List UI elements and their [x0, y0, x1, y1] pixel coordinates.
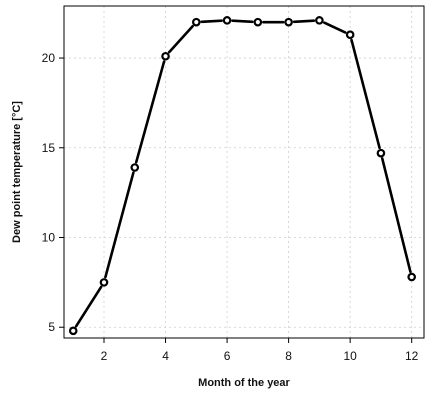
x-tick-label: 8	[285, 349, 292, 363]
series-line-segment	[104, 171, 135, 279]
series-line-segment	[74, 285, 103, 328]
grid-lines	[64, 6, 424, 338]
x-tick-label: 12	[405, 349, 419, 363]
x-axis: 2 4 6 8 10 12	[101, 338, 419, 363]
series-line-segment	[167, 24, 194, 54]
y-tick-label: 20	[42, 51, 56, 65]
y-axis-title: Dew point temperature [°C]	[11, 101, 23, 243]
data-point	[161, 51, 170, 61]
series-line-segment	[350, 38, 381, 150]
y-tick-label: 10	[42, 231, 56, 245]
y-axis: 5 10 15 20	[42, 51, 64, 334]
y-tick-label: 5	[48, 320, 55, 334]
data-point	[315, 16, 324, 25]
data-point	[407, 272, 416, 282]
series-layer	[68, 16, 416, 336]
data-point	[345, 30, 355, 40]
x-tick-label: 4	[162, 349, 169, 363]
data-point	[284, 17, 293, 27]
series-line-segment	[380, 157, 412, 273]
data-point	[253, 17, 263, 27]
series-line-segment	[292, 19, 316, 24]
data-point	[68, 326, 78, 336]
data-point	[99, 278, 109, 287]
x-tick-label: 10	[343, 349, 357, 363]
x-axis-title: Month of the year	[198, 377, 290, 389]
data-point	[130, 163, 140, 172]
series-line-segment	[200, 19, 223, 24]
series-line-segment	[323, 21, 347, 34]
data-point	[192, 17, 201, 27]
data-point	[222, 16, 232, 25]
x-tick-label: 6	[224, 349, 231, 363]
y-tick-label: 15	[42, 141, 56, 155]
x-tick-label: 2	[101, 349, 108, 363]
series-line-segment	[231, 19, 254, 24]
series-line-segment	[134, 60, 166, 164]
plot-frame	[63, 5, 425, 339]
data-point	[376, 148, 386, 158]
